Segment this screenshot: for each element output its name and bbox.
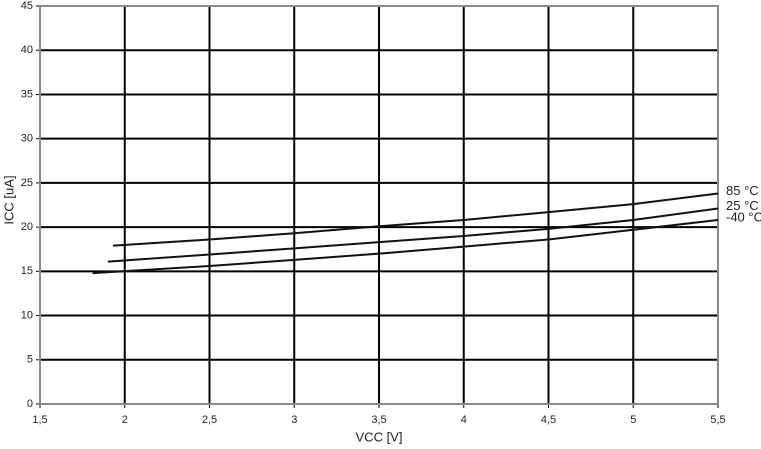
x-axis-title: VCC [V] — [356, 429, 403, 444]
y-tick-label: 5 — [27, 354, 33, 366]
series-line — [92, 219, 719, 275]
y-tick-label: 10 — [21, 309, 33, 321]
y-axis-title: ICC [uA] — [1, 175, 16, 224]
y-tick-label: 30 — [21, 133, 33, 145]
y-tick-label: 40 — [21, 44, 33, 56]
x-tick-label: 3,5 — [371, 414, 386, 426]
x-tick-label: 5,5 — [710, 414, 725, 426]
y-tick-label: 15 — [21, 265, 33, 277]
x-tick-label: 2,5 — [202, 414, 217, 426]
series-label: 85 °C — [726, 183, 759, 198]
x-tick-label: 4,5 — [541, 414, 556, 426]
plot-border — [39, 5, 719, 405]
y-tick-label: 20 — [21, 221, 33, 233]
series-line — [112, 192, 719, 247]
series-label: -40 °C — [726, 209, 761, 224]
y-tick-label: 25 — [21, 177, 33, 189]
series-label: 25 °C — [726, 198, 759, 213]
x-tick-label: 3 — [291, 414, 297, 426]
y-tick-label: 0 — [27, 398, 33, 410]
x-tick-label: 2 — [122, 414, 128, 426]
x-tick-label: 4 — [461, 414, 467, 426]
y-tick-label: 35 — [21, 88, 33, 100]
x-tick-label: 1,5 — [32, 414, 47, 426]
series-line — [107, 207, 719, 263]
x-tick-label: 5 — [630, 414, 636, 426]
y-tick-label: 45 — [21, 0, 33, 12]
